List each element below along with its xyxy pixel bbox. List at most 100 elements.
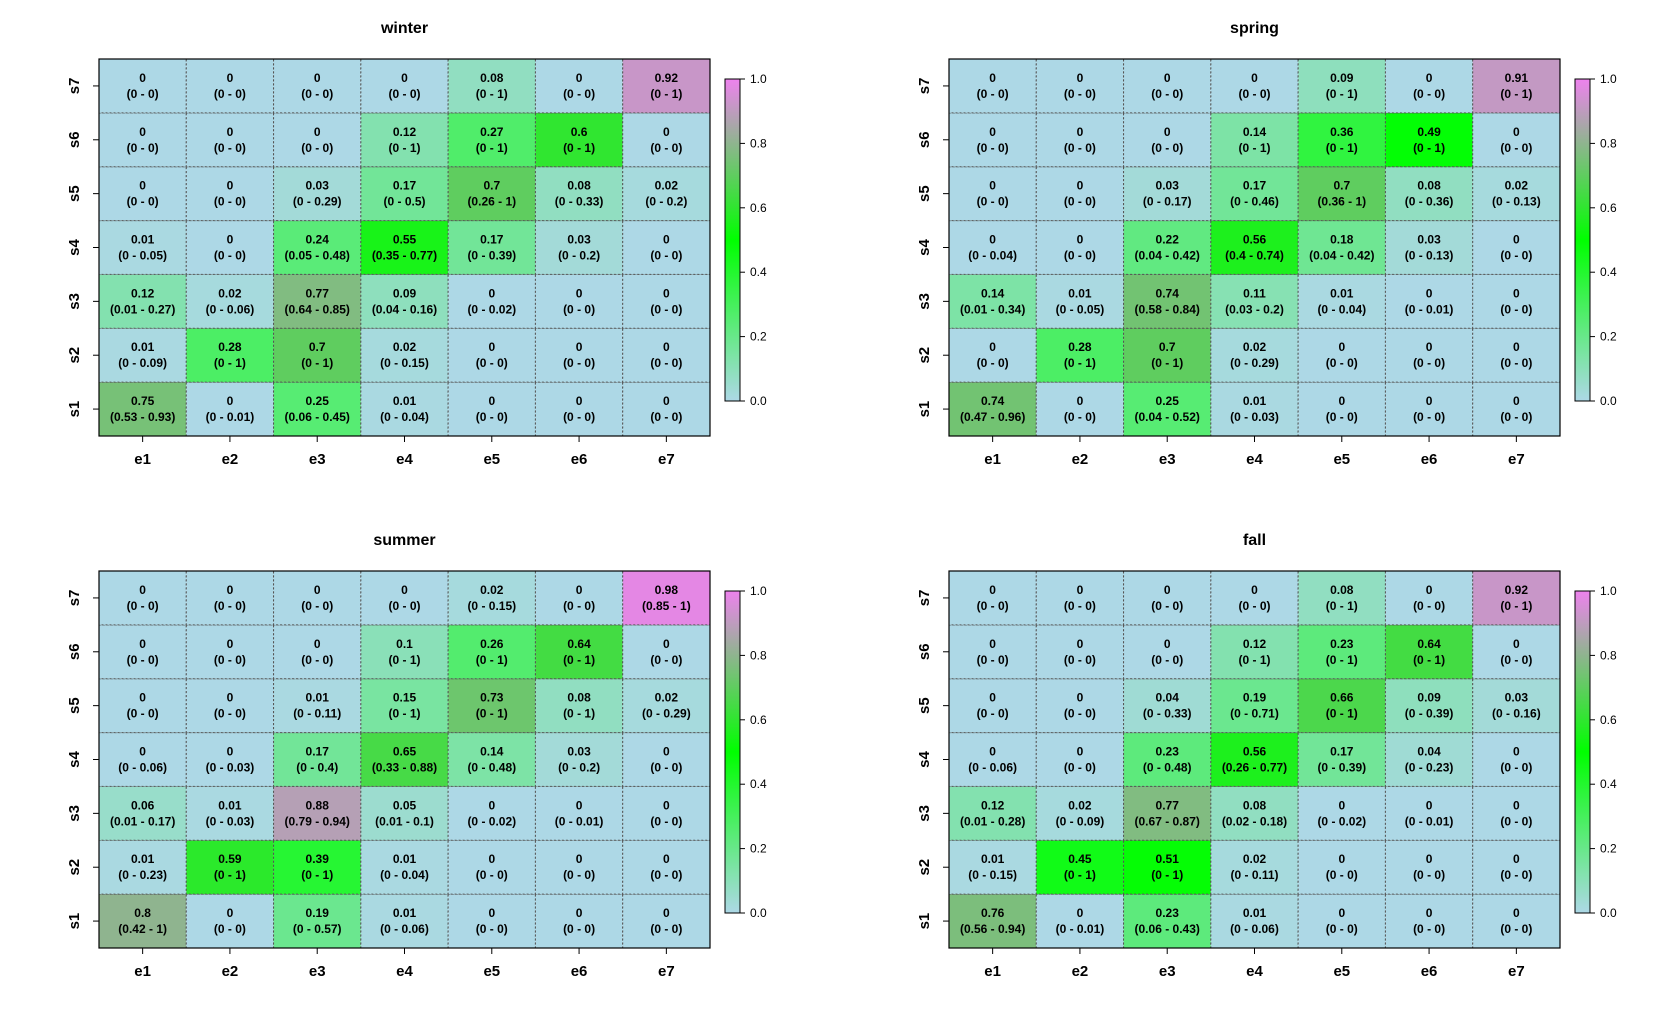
heatmap-cell (948, 58, 1037, 114)
heatmap-cell (360, 678, 449, 734)
cell-interval-label: (0 - 0.05) (118, 249, 167, 263)
colorbar-tick-label: 0.8 (750, 136, 767, 150)
panel-title: spring (1230, 20, 1279, 37)
heatmap-cell (185, 785, 275, 841)
cell-interval-label: (0.04 - 0.52) (1135, 410, 1200, 424)
cell-interval-label: (0 - 0.13) (1492, 195, 1541, 209)
heatmap-cell (185, 839, 275, 895)
cell-interval-label: (0 - 1) (1326, 141, 1358, 155)
cell-interval-label: (0.42 - 1) (118, 922, 167, 936)
heatmap-cell (1297, 785, 1386, 841)
cell-value-label: 0.27 (480, 125, 504, 139)
colorbar-tick-label: 1.0 (750, 584, 767, 598)
cell-value-label: 0.01 (1330, 286, 1354, 300)
cell-value-label: 0.06 (131, 798, 155, 812)
cell-value-label: 0 (1513, 798, 1520, 812)
y-tick-label: s5 (916, 697, 933, 714)
cell-interval-label: (0 - 0) (1064, 653, 1096, 667)
cell-interval-label: (0 - 0) (1413, 922, 1445, 936)
cell-value-label: 0.7 (1333, 179, 1350, 193)
heatmap-cell (447, 570, 536, 626)
cell-interval-label: (0 - 0) (214, 653, 246, 667)
cell-interval-label: (0 - 0.29) (642, 707, 691, 721)
cell-value-label: 0.04 (1156, 691, 1180, 705)
heatmap-cell (534, 112, 624, 168)
cell-value-label: 0.03 (1505, 691, 1529, 705)
y-tick-label: s4 (916, 751, 933, 768)
cell-interval-label: (0 - 0) (1500, 141, 1532, 155)
cell-interval-label: (0 - 0.29) (1230, 356, 1279, 370)
cell-value-label: 0 (1077, 179, 1084, 193)
colorbar-tick-label: 0.8 (1600, 648, 1617, 662)
cell-value-label: 0.64 (567, 637, 591, 651)
cell-value-label: 0 (1513, 125, 1520, 139)
cell-interval-label: (0 - 0) (977, 356, 1009, 370)
cell-value-label: 0.14 (480, 745, 504, 759)
heatmap-cell (273, 381, 362, 437)
cell-interval-label: (0 - 0) (1064, 141, 1096, 155)
cell-value-label: 0 (227, 233, 234, 247)
cell-value-label: 0.02 (655, 691, 679, 705)
cell-interval-label: (0.47 - 0.96) (960, 410, 1025, 424)
cell-value-label: 0.09 (1330, 71, 1354, 85)
cell-interval-label: (0 - 0) (977, 599, 1009, 613)
cell-value-label: 0 (139, 691, 146, 705)
cell-interval-label: (0 - 0) (1238, 599, 1270, 613)
cell-interval-label: (0.01 - 0.34) (960, 302, 1025, 316)
heatmap-cell (1035, 58, 1125, 114)
cell-interval-label: (0 - 0.06) (968, 761, 1017, 775)
x-tick-label: e4 (396, 963, 413, 980)
cell-interval-label: (0 - 0) (1326, 922, 1358, 936)
cell-value-label: 0.17 (306, 745, 330, 759)
cell-value-label: 0 (1077, 691, 1084, 705)
cell-value-label: 0.92 (655, 71, 679, 85)
cell-value-label: 0 (314, 583, 321, 597)
heatmap-cell (98, 166, 187, 222)
cell-interval-label: (0 - 0) (127, 599, 159, 613)
cell-value-label: 0.05 (393, 798, 417, 812)
cell-interval-label: (0 - 0) (127, 653, 159, 667)
cell-value-label: 0.55 (393, 233, 417, 247)
colorbar (1574, 78, 1591, 402)
heatmap-cell (1384, 112, 1474, 168)
cell-value-label: 0 (401, 583, 408, 597)
cell-interval-label: (0.26 - 0.77) (1222, 761, 1287, 775)
heatmap-cell (622, 112, 711, 168)
heatmap-panel-summer: summer 0.8 (0.42 - 1) 0 (0 - 0) 0.19 (0 - 0.57… (66, 532, 767, 980)
x-tick-label: e7 (658, 451, 675, 468)
heatmap-cell (185, 893, 275, 949)
heatmap-cell (1384, 327, 1474, 383)
cell-interval-label: (0 - 0) (977, 653, 1009, 667)
heatmap-cell (1472, 785, 1561, 841)
heatmap-cell (1384, 732, 1474, 787)
colorbar-tick-label: 0.4 (1600, 265, 1617, 279)
cell-value-label: 0.02 (480, 583, 504, 597)
cell-interval-label: (0 - 0) (1064, 707, 1096, 721)
cell-interval-label: (0 - 0) (1326, 356, 1358, 370)
cell-value-label: 0 (1338, 852, 1345, 866)
cell-interval-label: (0 - 0.13) (1405, 249, 1454, 263)
heatmap-cell (1123, 381, 1212, 437)
heatmap-cell (1297, 839, 1386, 895)
cell-value-label: 0 (1077, 233, 1084, 247)
heatmap-cell (360, 381, 449, 437)
heatmap-cell (1210, 273, 1299, 329)
cell-interval-label: (0.85 - 1) (642, 599, 691, 613)
cell-value-label: 0 (989, 340, 996, 354)
heatmap-cell (1297, 678, 1386, 734)
cell-value-label: 0.74 (1156, 286, 1180, 300)
cell-value-label: 0 (663, 286, 670, 300)
cell-interval-label: (0 - 0) (1500, 653, 1532, 667)
cell-interval-label: (0 - 0) (1500, 410, 1532, 424)
cell-interval-label: (0.36 - 1) (1317, 195, 1366, 209)
heatmap-cell (534, 678, 624, 734)
cell-interval-label: (0 - 0) (977, 195, 1009, 209)
heatmap-cell (534, 220, 624, 275)
heatmap-cell (98, 732, 187, 787)
heatmap-cell (534, 327, 624, 383)
heatmap-cell (360, 893, 449, 949)
heatmap-cell (360, 58, 449, 114)
heatmap-cell (948, 220, 1037, 275)
heatmap-cell (1384, 785, 1474, 841)
